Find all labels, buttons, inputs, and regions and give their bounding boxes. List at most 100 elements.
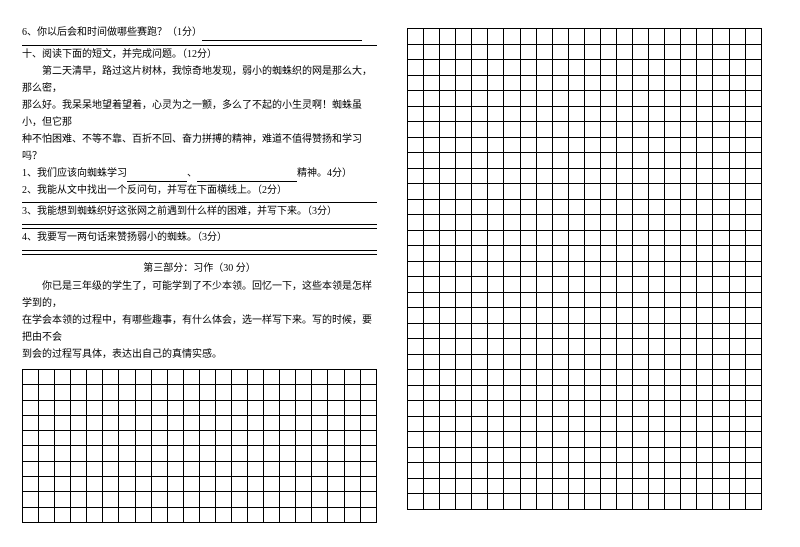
grid-cell xyxy=(729,401,745,417)
grid-cell xyxy=(440,401,456,417)
grid-cell xyxy=(488,370,504,386)
grid-cell xyxy=(424,292,440,308)
grid-cell xyxy=(103,446,119,461)
grid-cell xyxy=(344,461,360,476)
grid-cell xyxy=(71,400,87,415)
grid-cell xyxy=(584,401,600,417)
grid-cell xyxy=(552,261,568,277)
grid-cell xyxy=(536,416,552,432)
grid-cell xyxy=(472,432,488,448)
grid-cell xyxy=(71,385,87,400)
grid-cell xyxy=(360,507,376,522)
grid-cell xyxy=(183,492,199,507)
grid-cell xyxy=(600,385,616,401)
grid-cell xyxy=(55,415,71,430)
grid-cell xyxy=(665,494,681,510)
grid-cell xyxy=(633,106,649,122)
grid-cell xyxy=(456,463,472,479)
grid-cell xyxy=(729,478,745,494)
grid-cell xyxy=(119,507,135,522)
grid-cell xyxy=(456,122,472,138)
grid-cell xyxy=(617,60,633,76)
grid-cell xyxy=(536,385,552,401)
grid-cell xyxy=(488,122,504,138)
grid-cell xyxy=(649,385,665,401)
grid-cell xyxy=(568,370,584,386)
grid-cell xyxy=(232,400,248,415)
grid-cell xyxy=(215,431,231,446)
grid-cell xyxy=(488,44,504,60)
grid-cell xyxy=(232,446,248,461)
grid-cell xyxy=(536,230,552,246)
grid-cell xyxy=(504,91,520,107)
grid-cell xyxy=(440,153,456,169)
grid-cell xyxy=(344,446,360,461)
grid-cell xyxy=(536,370,552,386)
grid-cell xyxy=(520,75,536,91)
grid-cell xyxy=(584,463,600,479)
grid-cell xyxy=(649,308,665,324)
grid-cell xyxy=(617,153,633,169)
grid-cell xyxy=(456,106,472,122)
grid-cell xyxy=(183,477,199,492)
grid-cell xyxy=(520,44,536,60)
grid-cell xyxy=(488,323,504,339)
grid-cell xyxy=(536,478,552,494)
grid-cell xyxy=(408,494,424,510)
grid-cell xyxy=(633,44,649,60)
grid-cell xyxy=(713,261,729,277)
grid-cell xyxy=(504,230,520,246)
grid-cell xyxy=(55,370,71,385)
grid-cell xyxy=(183,385,199,400)
grid-cell xyxy=(600,44,616,60)
grid-cell xyxy=(328,400,344,415)
grid-cell xyxy=(520,401,536,417)
grid-cell xyxy=(488,447,504,463)
grid-cell xyxy=(697,339,713,355)
grid-cell xyxy=(424,277,440,293)
grid-cell xyxy=(536,91,552,107)
grid-cell xyxy=(552,463,568,479)
grid-cell xyxy=(745,215,761,231)
grid-cell xyxy=(713,463,729,479)
grid-cell xyxy=(488,432,504,448)
grid-cell xyxy=(584,385,600,401)
grid-cell xyxy=(440,277,456,293)
grid-cell xyxy=(681,44,697,60)
grid-cell xyxy=(87,477,103,492)
grid-cell xyxy=(665,432,681,448)
grid-cell xyxy=(328,461,344,476)
grid-cell xyxy=(552,122,568,138)
left-writing-grid xyxy=(22,369,377,523)
grid-cell xyxy=(408,478,424,494)
grid-cell xyxy=(745,75,761,91)
grid-cell xyxy=(472,261,488,277)
grid-cell xyxy=(456,184,472,200)
grid-cell xyxy=(600,416,616,432)
grid-cell xyxy=(344,507,360,522)
grid-cell xyxy=(408,308,424,324)
grid-cell xyxy=(713,370,729,386)
grid-cell xyxy=(119,477,135,492)
grid-cell xyxy=(681,308,697,324)
grid-cell xyxy=(424,168,440,184)
grid-cell xyxy=(488,277,504,293)
grid-cell xyxy=(600,463,616,479)
grid-cell xyxy=(681,401,697,417)
grid-cell xyxy=(681,323,697,339)
grid-cell xyxy=(633,122,649,138)
grid-cell xyxy=(568,478,584,494)
grid-cell xyxy=(729,29,745,45)
grid-cell xyxy=(456,75,472,91)
grid-cell xyxy=(408,292,424,308)
grid-cell xyxy=(248,477,264,492)
grid-cell xyxy=(199,446,215,461)
grid-cell xyxy=(424,230,440,246)
grid-cell xyxy=(183,415,199,430)
grid-cell xyxy=(520,478,536,494)
grid-cell xyxy=(665,199,681,215)
grid-cell xyxy=(71,477,87,492)
grid-cell xyxy=(681,137,697,153)
grid-cell xyxy=(745,184,761,200)
grid-cell xyxy=(713,75,729,91)
